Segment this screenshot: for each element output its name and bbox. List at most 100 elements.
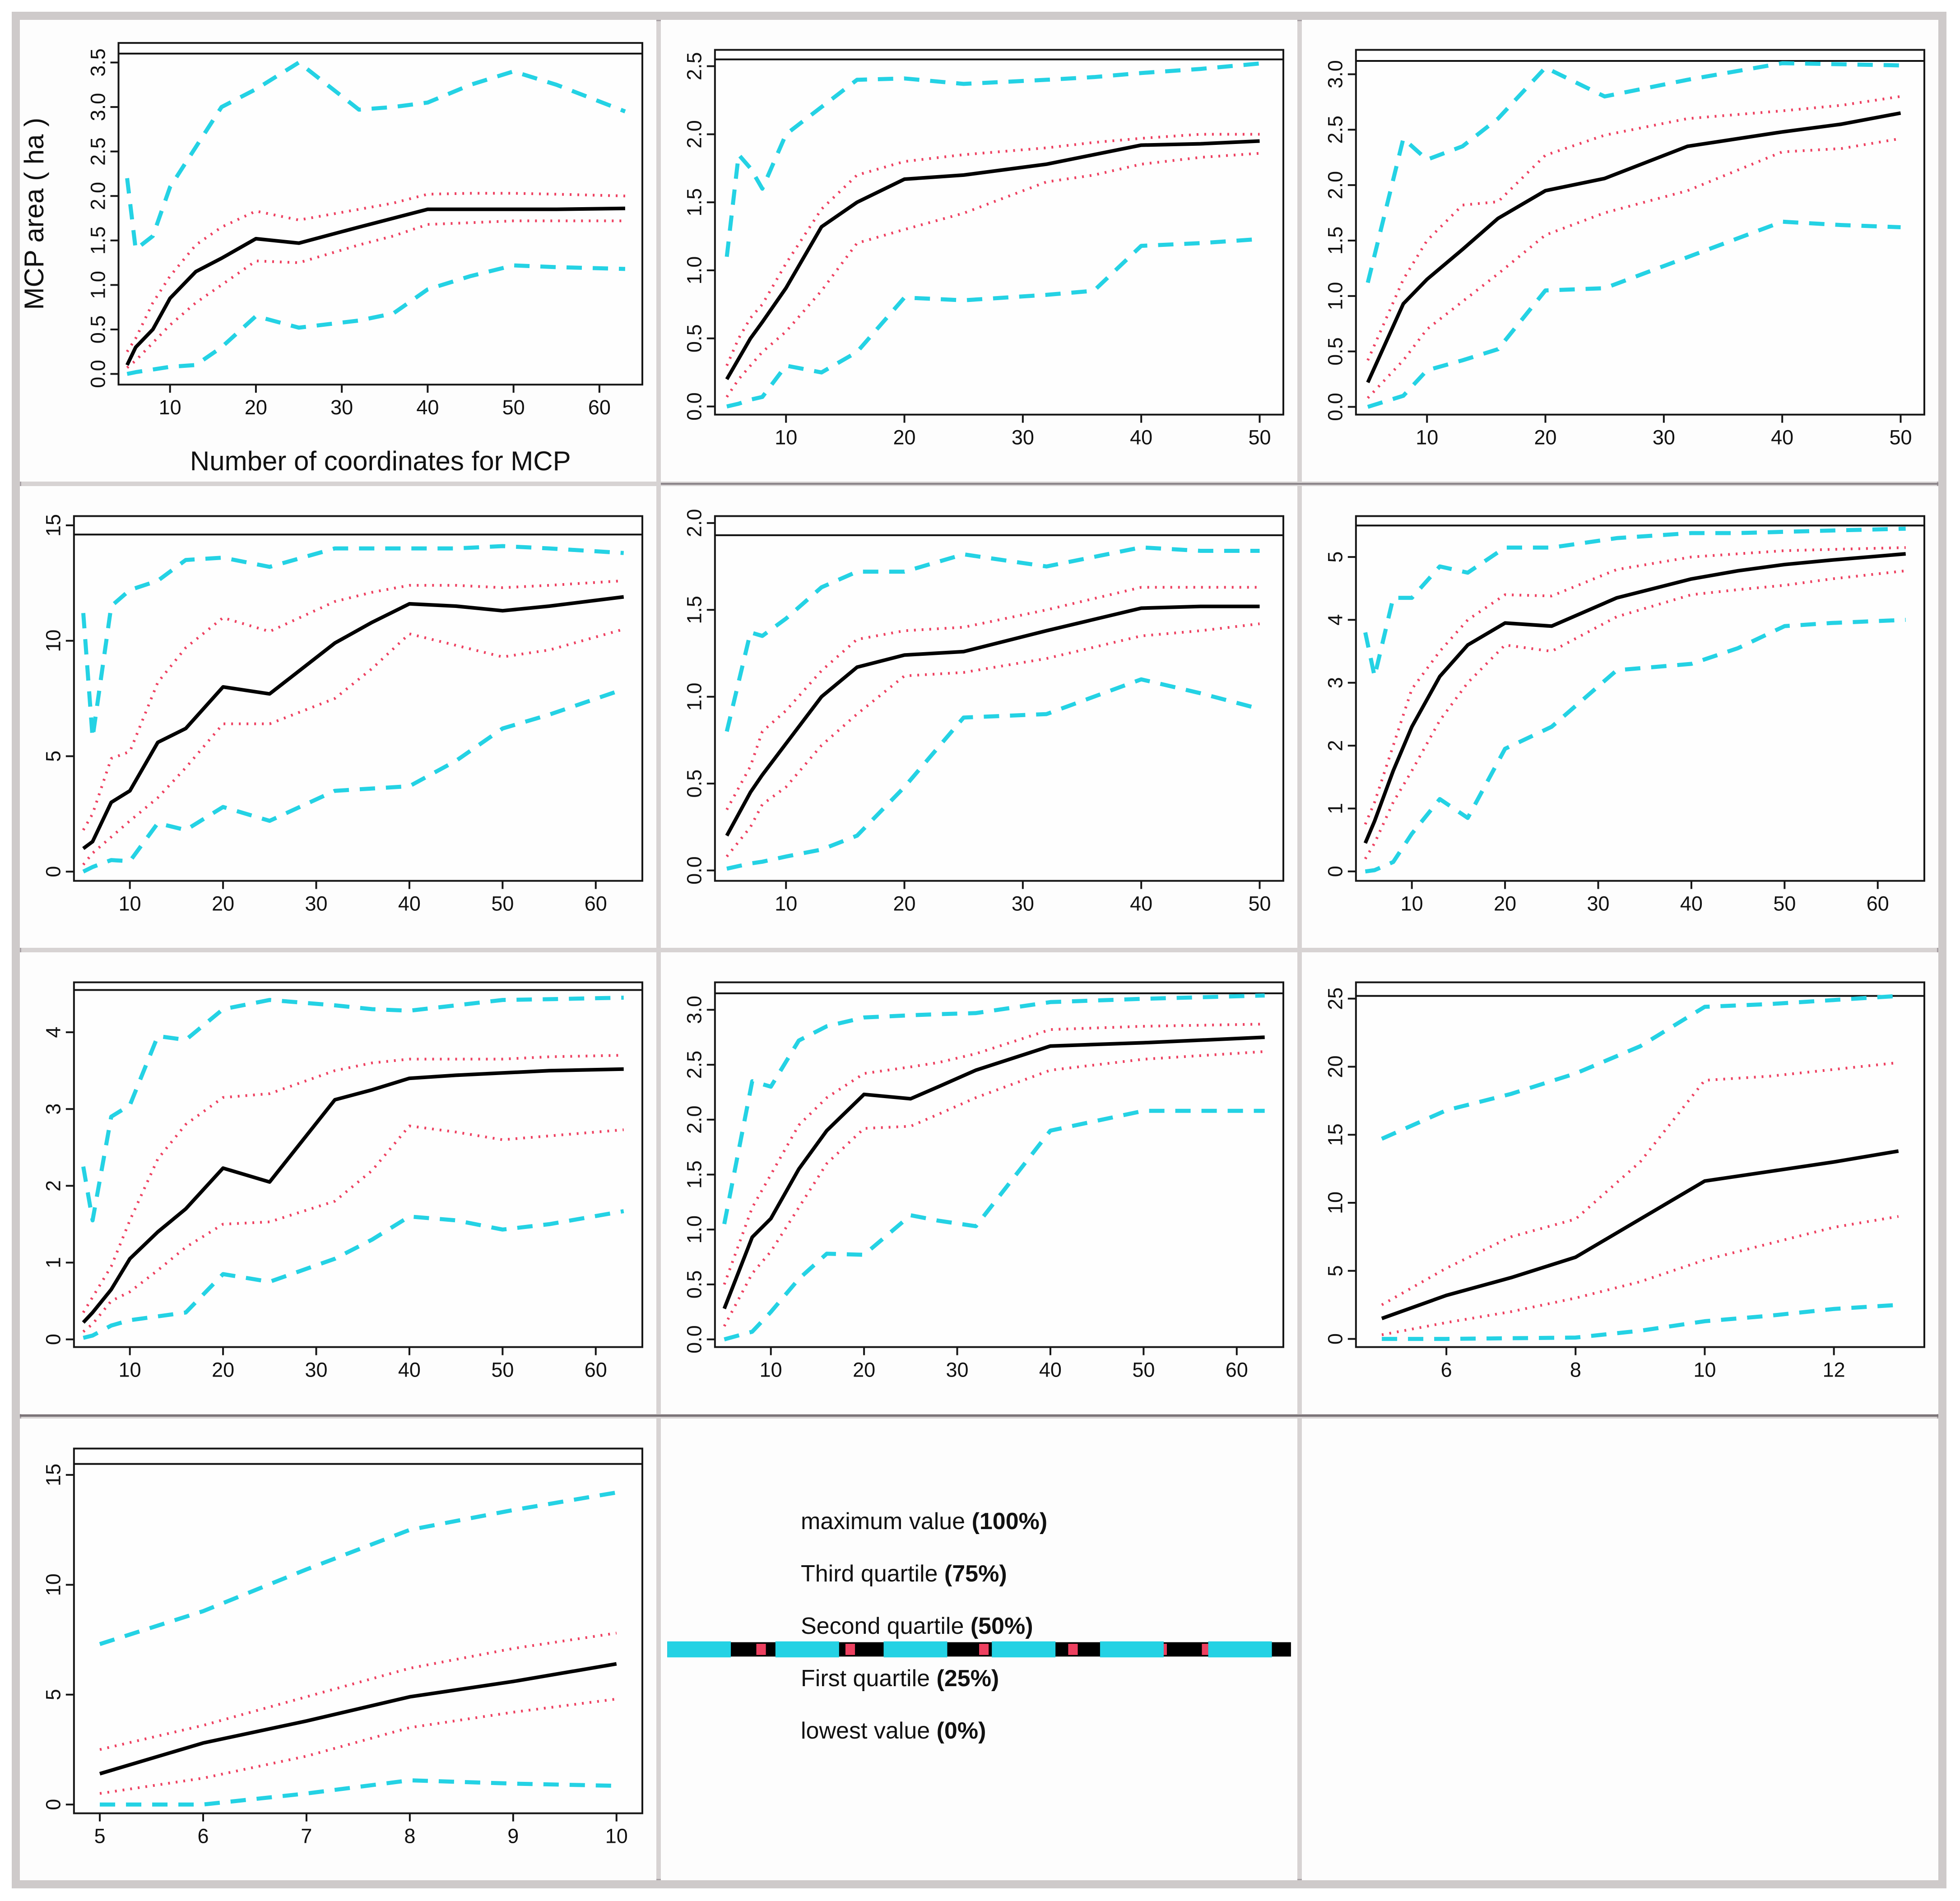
- x-tick-label: 40: [1130, 892, 1152, 915]
- series-q2-line: [725, 604, 1260, 837]
- series-q1-line: [1364, 569, 1906, 860]
- legend-pct-min: (0%): [936, 1718, 986, 1744]
- legend-pct-q1: (25%): [936, 1665, 999, 1692]
- y-tick-label: 1.5: [683, 188, 706, 217]
- legend-item-min: lowest value (0%): [661, 1641, 1297, 1757]
- chart-svg-2: 10 20 30 40 50 0.0 0.5 1.0 1.5 2.0 2.5: [683, 49, 1284, 449]
- x-axis-label: Number of coordinates for MCP: [190, 446, 571, 476]
- y-tick-label: 3.0: [683, 996, 706, 1024]
- x-tick-label: 40: [398, 892, 421, 915]
- y-tick-label: 1.5: [86, 227, 109, 255]
- y-tick-label: 0: [42, 1334, 65, 1345]
- plot-box: [73, 981, 643, 1348]
- y-tick-label: 5: [42, 751, 65, 762]
- x-tick-label: 50: [1773, 892, 1796, 915]
- series-min-line: [82, 687, 625, 874]
- chart-svg-7: 10 20 30 40 50 60 0 1 2 3 4: [42, 981, 643, 1382]
- plot-box: [1355, 49, 1925, 416]
- y-tick-label: 0: [1324, 866, 1347, 877]
- series-max-line: [99, 1490, 617, 1646]
- series-min-line: [126, 263, 626, 376]
- x-tick-label: 50: [1889, 426, 1912, 449]
- y-tick-label: 2.5: [683, 52, 706, 80]
- y-tick-label: 1.5: [683, 1160, 706, 1189]
- x-tick-label: 30: [330, 396, 353, 419]
- y-tick-label: 4: [42, 1027, 65, 1038]
- x-tick-label: 60: [588, 396, 611, 419]
- x-tick-label: 10: [159, 396, 181, 419]
- x-tick-label: 60: [585, 892, 607, 915]
- series-q2-line: [725, 139, 1260, 380]
- y-tick-label: 10: [1324, 1192, 1347, 1214]
- x-tick-label: 30: [946, 1359, 968, 1382]
- series-q3-line: [1364, 546, 1906, 825]
- series-q2-line: [1381, 1149, 1899, 1321]
- legend-label-max: maximum value (100%): [801, 1508, 1048, 1535]
- chart-panel-9: 6 8 10 12 0 5 10 15 20 25: [1302, 952, 1938, 1414]
- y-tick-label: 3: [42, 1104, 65, 1115]
- chart-svg-3: 10 20 30 40 50 0.0 0.5 1.0 1.5 2.0 2.5 3.0: [1324, 49, 1925, 449]
- x-tick-label: 20: [1534, 426, 1557, 449]
- series-min-line: [726, 237, 1260, 408]
- x-tick-label: 7: [301, 1825, 312, 1848]
- series-q2-line: [1366, 111, 1901, 384]
- series-min-line: [1382, 1303, 1899, 1341]
- chart-panel-4: 10 20 30 40 50 60 0 5 10 15: [20, 486, 656, 948]
- y-tick-label: 1.0: [683, 256, 706, 285]
- x-tick-label: 12: [1823, 1359, 1845, 1382]
- x-tick-label: 40: [416, 396, 439, 419]
- y-tick-label: 1: [1324, 803, 1347, 814]
- chart-panel-2: 10 20 30 40 50 0.0 0.5 1.0 1.5 2.0 2.5: [661, 20, 1297, 482]
- series-q2-line: [99, 1662, 617, 1776]
- y-tick-label: 2.0: [683, 120, 706, 148]
- chart-svg-10: 5 6 7 8 9 10 0 5 10 15: [42, 1447, 643, 1848]
- x-tick-label: 50: [1248, 892, 1271, 915]
- y-tick-label: 1.0: [1324, 282, 1347, 311]
- y-axis-label: MCP area ( ha ): [20, 118, 49, 310]
- x-tick-label: 20: [1494, 892, 1516, 915]
- y-tick-label: 15: [1324, 1123, 1347, 1146]
- x-tick-label: 20: [853, 1359, 875, 1382]
- y-tick-label: 2: [1324, 740, 1347, 751]
- y-tick-label: 3.0: [1324, 60, 1347, 88]
- x-tick-label: 9: [507, 1825, 519, 1848]
- y-tick-label: 20: [1324, 1055, 1347, 1078]
- chart-svg-4: 10 20 30 40 50 60 0 5 10 15: [42, 514, 643, 915]
- x-tick-label: 50: [502, 396, 525, 419]
- x-tick-label: 50: [1248, 426, 1271, 449]
- y-tick-label: 1.0: [86, 271, 109, 299]
- plot-box: [73, 515, 643, 882]
- y-tick-label: 10: [42, 1573, 65, 1596]
- y-tick-label: 2.0: [683, 509, 706, 538]
- legend-label-min: lowest value (0%): [801, 1718, 986, 1744]
- legend-label-q3: Third quartile (75%): [801, 1561, 1007, 1587]
- chart-svg-6: 10 20 30 40 50 60 0 1 2 3 4 5: [1324, 515, 1925, 915]
- figure-frame: 10 20 30 40 50 60 0.0 0.5 1.0 1.5 2.0 2.5 3.0 3.5 Numb…: [12, 12, 1946, 1888]
- x-tick-label: 10: [119, 1359, 141, 1382]
- x-tick-label: 20: [245, 396, 267, 419]
- series-q1-line: [1366, 137, 1901, 399]
- row-separator-dark: [20, 1414, 1938, 1417]
- y-tick-label: 10: [42, 630, 65, 652]
- x-tick-label: 20: [212, 892, 234, 915]
- legend-pct-q2: (50%): [970, 1613, 1033, 1639]
- x-tick-label: 10: [775, 426, 797, 449]
- series-min-line: [83, 1209, 624, 1340]
- empty-panel: [1302, 1419, 1938, 1880]
- y-tick-label: 15: [42, 1464, 65, 1486]
- y-tick-label: 25: [1324, 988, 1347, 1010]
- chart-panel-8: 10 20 30 40 50 60 0.0 0.5 1.0 1.5 2.0 2.5 3.0: [661, 952, 1297, 1414]
- x-tick-label: 10: [1401, 892, 1423, 915]
- chart-svg-5: 10 20 30 40 50 0.0 0.5 1.0 1.5 2.0: [683, 509, 1284, 915]
- series-max-line: [125, 60, 626, 251]
- y-tick-label: 0: [42, 1799, 65, 1810]
- y-tick-label: 0.5: [86, 315, 109, 344]
- x-tick-label: 40: [1039, 1359, 1062, 1382]
- legend-min-line-sample: [667, 1641, 1291, 1658]
- series-q3-line: [1381, 1061, 1899, 1306]
- x-tick-label: 10: [1416, 426, 1438, 449]
- y-tick-label: 2: [42, 1180, 65, 1192]
- x-tick-label: 8: [1570, 1359, 1581, 1382]
- x-tick-label: 6: [198, 1825, 209, 1848]
- legend-label-q1: First quartile (25%): [801, 1665, 999, 1692]
